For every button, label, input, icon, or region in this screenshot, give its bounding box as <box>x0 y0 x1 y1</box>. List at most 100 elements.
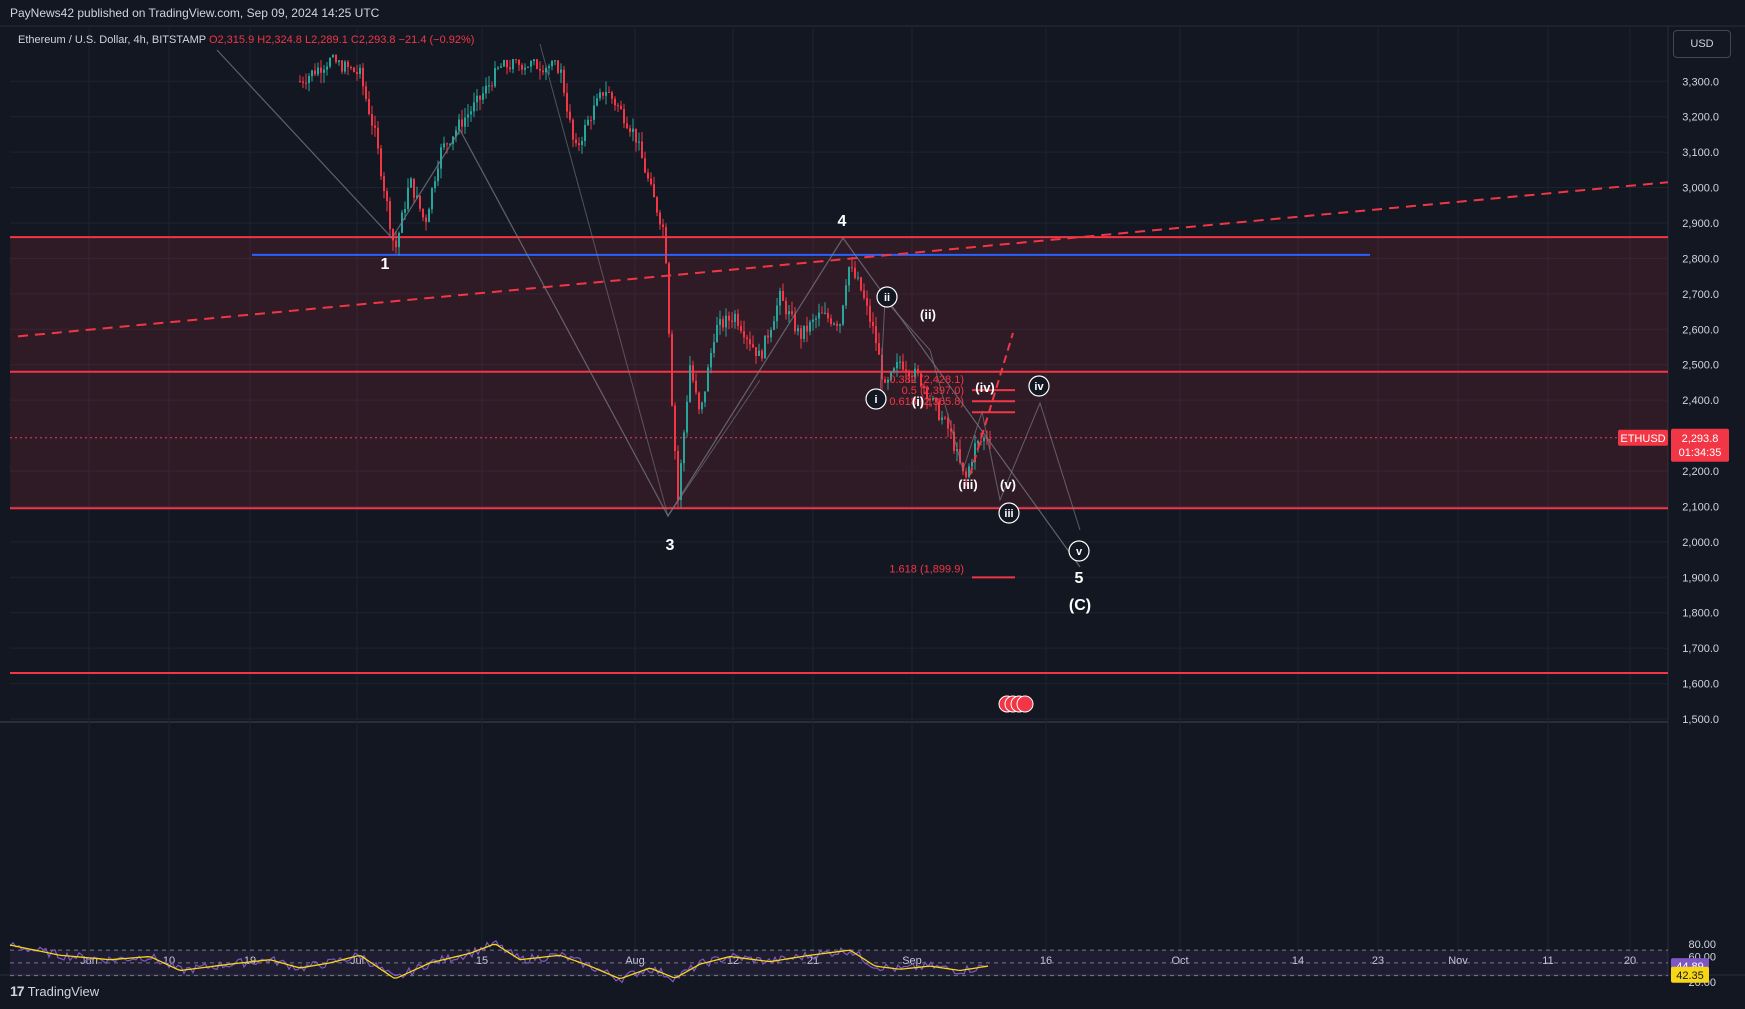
ohlc-low: L2,289.1 <box>305 34 348 46</box>
candle-body <box>545 68 547 73</box>
candle <box>689 356 691 403</box>
candle-body <box>362 67 364 87</box>
rsi-ma-badge <box>1671 966 1709 983</box>
candle-body <box>668 263 670 334</box>
candle-body <box>872 321 874 327</box>
candle-body <box>776 305 778 322</box>
candle <box>326 62 328 76</box>
candle <box>464 107 466 134</box>
candle-body <box>929 399 931 401</box>
candle-body <box>815 318 817 320</box>
candle-body <box>443 143 445 148</box>
candle-body <box>761 350 763 359</box>
candle <box>608 86 610 93</box>
candle-body <box>359 67 361 75</box>
tradingview-brand[interactable]: 17 TradingView <box>10 983 99 999</box>
candle-body <box>716 325 718 343</box>
candle <box>341 60 343 75</box>
candle <box>863 283 865 301</box>
wave-label-c: (C) <box>1069 597 1091 614</box>
candle-body <box>773 321 775 330</box>
candle <box>938 397 940 422</box>
candle-body <box>509 67 511 70</box>
price-tick-label: 2,900.0 <box>1682 218 1719 230</box>
wave-label-paren-i: (i) <box>912 394 924 409</box>
candle-body <box>635 128 637 143</box>
candle <box>683 429 685 472</box>
candle-body <box>392 229 394 241</box>
candle-body <box>806 325 808 332</box>
candle-body <box>632 128 634 132</box>
candle-body <box>701 402 703 410</box>
candle-body <box>941 417 943 420</box>
price-tick-label: 3,300.0 <box>1682 76 1719 88</box>
candle <box>914 362 916 383</box>
candle <box>524 63 526 76</box>
projection-dashed <box>969 332 1014 476</box>
time-tick-label: Aug <box>625 955 645 967</box>
currency-button[interactable]: USD <box>1673 30 1731 58</box>
candle-body <box>878 343 880 355</box>
price-tick-label: 2,400.0 <box>1682 395 1719 407</box>
candle <box>839 323 841 334</box>
candle <box>905 360 907 379</box>
price-tick-label: 2,200.0 <box>1682 466 1719 478</box>
candle <box>362 63 364 96</box>
candle-body <box>950 428 952 432</box>
candle <box>719 310 721 335</box>
candle <box>854 261 856 280</box>
wave-label-circle-iii: iii <box>1004 508 1013 520</box>
candle-body <box>719 319 721 326</box>
time-tick-label: 23 <box>1372 955 1384 967</box>
candle <box>848 266 850 292</box>
candle-body <box>542 70 544 73</box>
candle-body <box>854 267 856 278</box>
candle <box>389 197 391 236</box>
candle <box>374 115 376 137</box>
candle <box>800 324 802 349</box>
symbol-legend: Ethereum / U.S. Dollar, 4h, BITSTAMP O2,… <box>18 34 474 46</box>
candle-body <box>485 85 487 94</box>
time-tick-label: Oct <box>1171 955 1188 967</box>
candle-body <box>659 212 661 225</box>
candle <box>530 60 532 73</box>
candle-body <box>488 85 490 87</box>
candle-body <box>356 72 358 75</box>
candle-body <box>413 178 415 198</box>
candle-body <box>842 305 844 325</box>
candle-body <box>791 311 793 315</box>
candle <box>593 95 595 125</box>
wave-label-5: 5 <box>1075 570 1084 587</box>
candle <box>701 401 703 414</box>
candle <box>512 59 514 74</box>
candle <box>851 256 853 273</box>
candle <box>878 332 880 355</box>
candle <box>533 59 535 66</box>
candle-body <box>626 123 628 129</box>
candle <box>590 115 592 130</box>
candle-body <box>752 344 754 348</box>
candle <box>707 364 709 392</box>
time-tick-label: 15 <box>476 955 488 967</box>
candle-body <box>812 319 814 323</box>
candle <box>827 308 829 323</box>
candle-body <box>416 195 418 198</box>
candle <box>551 60 553 71</box>
candle-body <box>449 143 451 145</box>
candle <box>779 287 781 315</box>
candle-body <box>332 54 334 58</box>
candle <box>629 124 631 137</box>
candle <box>791 301 793 317</box>
candle-body <box>431 188 433 210</box>
candle-body <box>425 217 427 223</box>
candle <box>563 65 565 97</box>
candle <box>842 304 844 327</box>
candle <box>368 91 370 116</box>
candle <box>941 410 943 425</box>
candle-body <box>923 386 925 388</box>
candle <box>665 223 667 265</box>
candle-body <box>533 59 535 62</box>
candle <box>692 360 694 384</box>
candle-body <box>803 325 805 339</box>
